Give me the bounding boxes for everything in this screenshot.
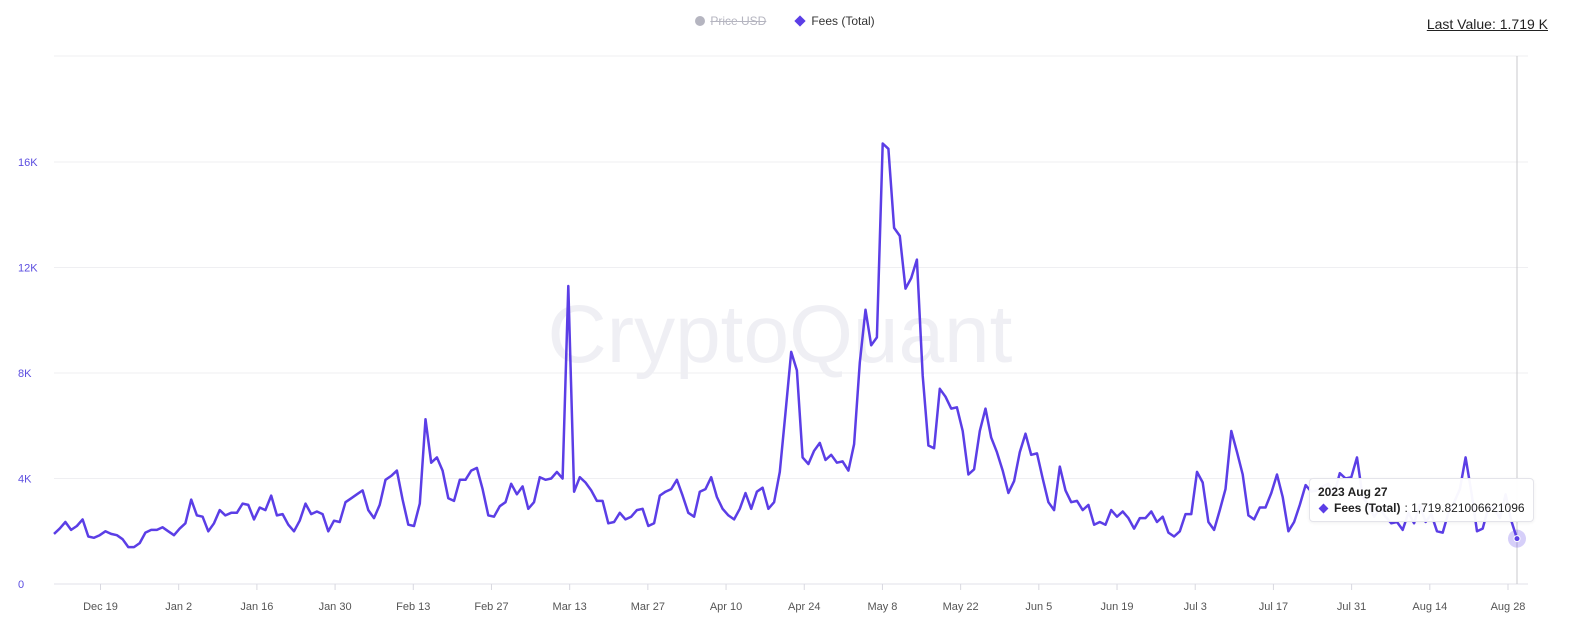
x-tick-label: Jun 5 xyxy=(1025,601,1052,613)
hover-point-marker xyxy=(1513,535,1521,543)
y-tick-label: 8K xyxy=(18,368,32,380)
x-tick-label: Jul 3 xyxy=(1184,601,1207,613)
x-tick-label: Jul 31 xyxy=(1337,601,1366,613)
x-tick-label: Mar 13 xyxy=(553,601,587,613)
tooltip-row: Fees (Total): 1,719.821006621096 xyxy=(1318,501,1525,515)
circle-icon xyxy=(695,16,706,26)
x-tick-label: Jan 2 xyxy=(165,601,192,613)
x-axis: Dec 19 Jan 2 Jan 16 Jan 30 Feb 13 Feb 27 Mar 1… xyxy=(83,584,1525,613)
x-tick-label: Feb 13 xyxy=(396,601,430,613)
y-axis: 0 4K 8K 12K 16K xyxy=(18,157,38,591)
x-tick-label: Jun 19 xyxy=(1101,601,1134,613)
y-tick-label: 0 xyxy=(18,579,24,591)
watermark-logo: CryptoQuant xyxy=(548,289,1013,380)
x-tick-label: Dec 19 xyxy=(83,601,118,613)
x-tick-label: May 8 xyxy=(867,601,897,613)
x-tick-label: Aug 28 xyxy=(1491,601,1526,613)
y-tick-label: 4K xyxy=(18,474,32,486)
fees-total-line[interactable] xyxy=(53,142,1519,549)
tooltip-value: : 1,719.821006621096 xyxy=(1404,501,1525,515)
x-tick-label: Jan 16 xyxy=(240,601,273,613)
diamond-icon xyxy=(1318,503,1329,513)
tooltip-series-name: Fees (Total) xyxy=(1334,501,1401,515)
x-tick-label: Apr 24 xyxy=(788,601,820,613)
tooltip-date: 2023 Aug 27 xyxy=(1318,485,1388,499)
x-tick-label: Aug 14 xyxy=(1412,601,1447,613)
y-tick-label: 16K xyxy=(18,157,38,169)
x-tick-label: Apr 10 xyxy=(710,601,742,613)
legend-label-fees-total: Fees (Total) xyxy=(811,14,875,28)
legend-item-price-usd[interactable]: Price USD xyxy=(695,14,766,28)
grid-lines xyxy=(54,55,1528,585)
x-tick-label: Jan 30 xyxy=(319,601,352,613)
last-value-link[interactable]: Last Value: 1.719 K xyxy=(1426,16,1548,32)
x-tick-label: Feb 27 xyxy=(474,601,508,613)
y-tick-label: 12K xyxy=(18,263,38,275)
chart-legend: Price USD Fees (Total) xyxy=(0,14,1570,28)
x-tick-label: Jul 17 xyxy=(1259,601,1288,613)
x-tick-label: May 22 xyxy=(943,601,979,613)
x-tick-label: Mar 27 xyxy=(631,601,665,613)
legend-item-fees-total[interactable]: Fees (Total) xyxy=(794,14,875,28)
tooltip: 2023 Aug 27 Fees (Total): 1,719.82100662… xyxy=(1309,478,1534,522)
legend-label-price-usd: Price USD xyxy=(710,14,767,28)
